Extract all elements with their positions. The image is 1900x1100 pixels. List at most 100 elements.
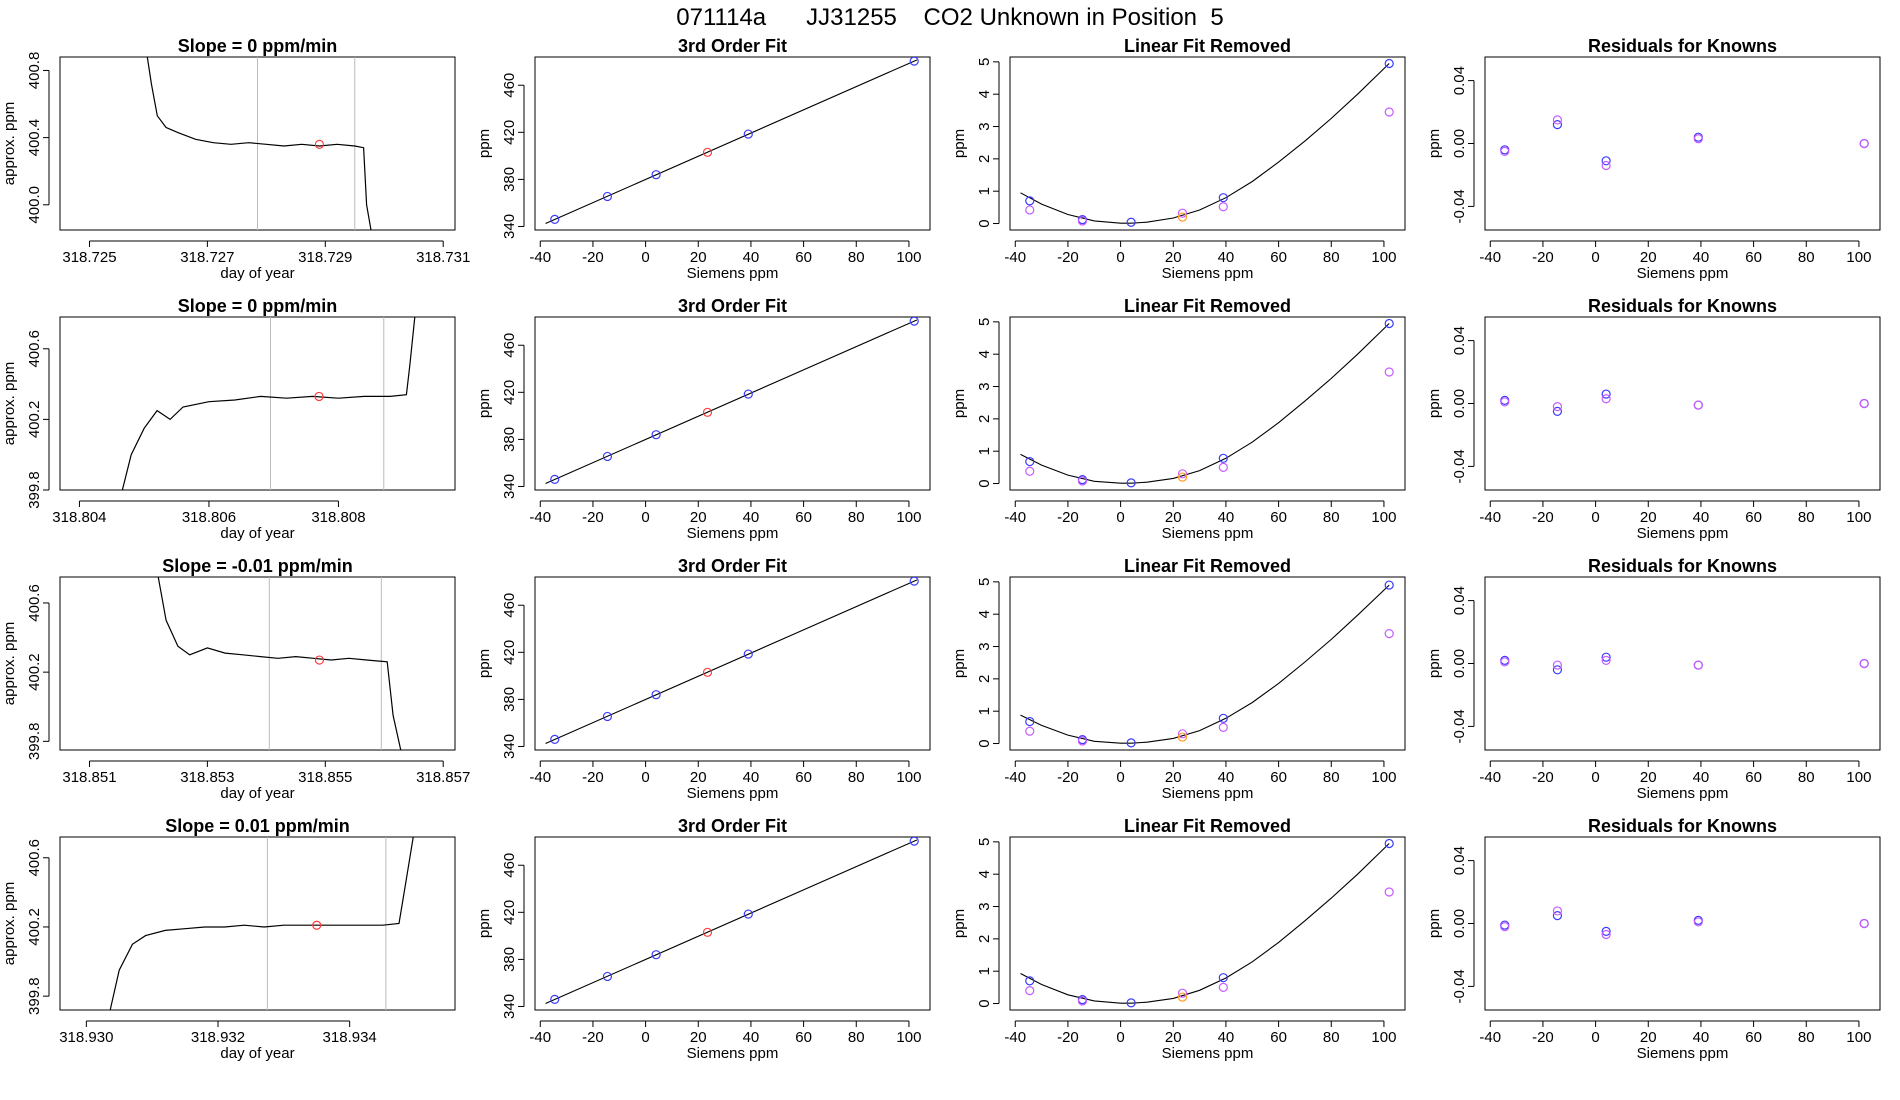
- x-axis-label: Siemens ppm: [1162, 785, 1254, 802]
- data-point: [602, 971, 613, 982]
- x-tick-label: 100: [1371, 1029, 1396, 1046]
- x-tick-label: -40: [1479, 249, 1501, 266]
- x-tick-label: 20: [690, 249, 707, 266]
- x-axis-label: Siemens ppm: [687, 1045, 779, 1062]
- x-tick-label: 20: [690, 509, 707, 526]
- plot-data: [1500, 389, 1869, 416]
- x-tick-label: -20: [1057, 769, 1079, 786]
- x-tick-label: 40: [1218, 769, 1235, 786]
- data-point: [1218, 982, 1228, 992]
- x-axis-label: day of year: [220, 265, 294, 282]
- y-tick-label: 340: [501, 214, 518, 239]
- data-point: [1384, 580, 1394, 590]
- data-point: [1126, 998, 1136, 1008]
- data-point: [1025, 716, 1035, 727]
- data-point: [909, 837, 919, 846]
- x-tick-label: 60: [795, 249, 812, 266]
- x-tick-label: 60: [1745, 249, 1762, 266]
- x-tick-label: 20: [1165, 1029, 1182, 1046]
- x-tick-label: 318.806: [182, 509, 236, 526]
- y-tick-label: 460: [501, 73, 518, 98]
- data-point: [651, 950, 661, 960]
- plot-frame: [1484, 576, 1881, 751]
- data-point: [1025, 456, 1035, 467]
- x-tick-label: 318.731: [416, 249, 470, 266]
- data-point: [602, 191, 613, 202]
- x-tick-label: 60: [1745, 1029, 1762, 1046]
- x-axis-label: Siemens ppm: [1637, 525, 1729, 542]
- plot-data: [1020, 318, 1394, 488]
- data-point: [1025, 726, 1035, 736]
- x-tick-label: 40: [743, 1029, 760, 1046]
- data-point: [1693, 660, 1703, 670]
- series-line: [121, 317, 416, 490]
- data-point: [1552, 115, 1563, 125]
- panel-title: Residuals for Knowns: [1588, 556, 1777, 576]
- fit-curve: [1020, 323, 1390, 484]
- plot-data: [1020, 838, 1394, 1008]
- y-tick-label: 340: [501, 474, 518, 499]
- x-tick-label: 80: [1323, 1029, 1340, 1046]
- x-tick-label: 318.729: [298, 249, 352, 266]
- data-point: [1384, 318, 1394, 329]
- panel-3-row-4: Residuals for Knowns -40 -20 0 20 40 60 80 100 Si…: [1426, 816, 1881, 1062]
- highlight-point: [312, 920, 322, 930]
- data-point: [1601, 929, 1611, 940]
- x-tick-label: 20: [690, 1029, 707, 1046]
- x-tick-label: 20: [1640, 509, 1657, 526]
- plot-frame: [59, 576, 456, 751]
- data-point: [1552, 911, 1563, 921]
- x-tick-label: 20: [690, 769, 707, 786]
- x-tick-label: 40: [743, 769, 760, 786]
- x-tick-label: -40: [529, 249, 551, 266]
- y-tick-label: 420: [501, 380, 518, 405]
- y-axis-label: approx. ppm: [1, 102, 18, 185]
- y-tick-label: 0.04: [1451, 66, 1468, 95]
- x-tick-label: 60: [795, 1029, 812, 1046]
- x-axis-label: Siemens ppm: [1162, 525, 1254, 542]
- data-point: [1601, 160, 1611, 171]
- panel-0-row-1: Slope = 0 ppm/min 318.725 318.727 318.729 31…: [1, 36, 470, 282]
- x-tick-label: -20: [1532, 769, 1554, 786]
- y-tick-label: 3: [976, 902, 993, 910]
- x-tick-label: 80: [848, 1029, 865, 1046]
- data-point: [702, 407, 713, 417]
- plot-frame: [1009, 56, 1406, 231]
- y-tick-label: -0.04: [1451, 969, 1468, 1003]
- x-axis-label: day of year: [220, 525, 294, 542]
- data-point: [1552, 665, 1563, 675]
- y-tick-label: 400.0: [26, 186, 43, 224]
- data-point: [1218, 193, 1228, 203]
- y-tick-label: 0.00: [1451, 649, 1468, 678]
- y-tick-label: 4: [976, 90, 993, 98]
- x-tick-label: -20: [582, 509, 604, 526]
- data-point: [1601, 655, 1611, 665]
- x-tick-label: 0: [1116, 769, 1124, 786]
- data-point: [1552, 406, 1563, 416]
- x-tick-label: -20: [1532, 249, 1554, 266]
- y-tick-label: 2: [976, 155, 993, 163]
- x-tick-label: 40: [1218, 249, 1235, 266]
- data-point: [1177, 988, 1188, 998]
- data-point: [1126, 217, 1136, 227]
- data-point: [1693, 400, 1703, 410]
- y-tick-label: 5: [976, 58, 993, 66]
- highlight-point: [314, 139, 325, 149]
- data-point: [702, 147, 713, 157]
- fit-line: [545, 59, 918, 225]
- y-tick-label: 400.2: [26, 401, 43, 439]
- panel-3-row-3: Residuals for Knowns -40 -20 0 20 40 60 80 100 Si…: [1426, 556, 1881, 802]
- y-axis-label: ppm: [951, 389, 968, 418]
- x-tick-label: -20: [1057, 1029, 1079, 1046]
- x-tick-label: 0: [1591, 509, 1599, 526]
- data-point: [1552, 402, 1563, 412]
- y-tick-label: 400.2: [26, 653, 43, 691]
- x-tick-label: -40: [1004, 509, 1026, 526]
- x-tick-label: 60: [1270, 1029, 1287, 1046]
- data-point: [1601, 926, 1611, 936]
- x-tick-label: 318.934: [323, 1029, 377, 1046]
- data-point: [1218, 202, 1228, 212]
- y-axis-label: ppm: [951, 129, 968, 158]
- x-tick-label: 0: [1116, 1029, 1124, 1046]
- y-tick-label: 380: [501, 167, 518, 192]
